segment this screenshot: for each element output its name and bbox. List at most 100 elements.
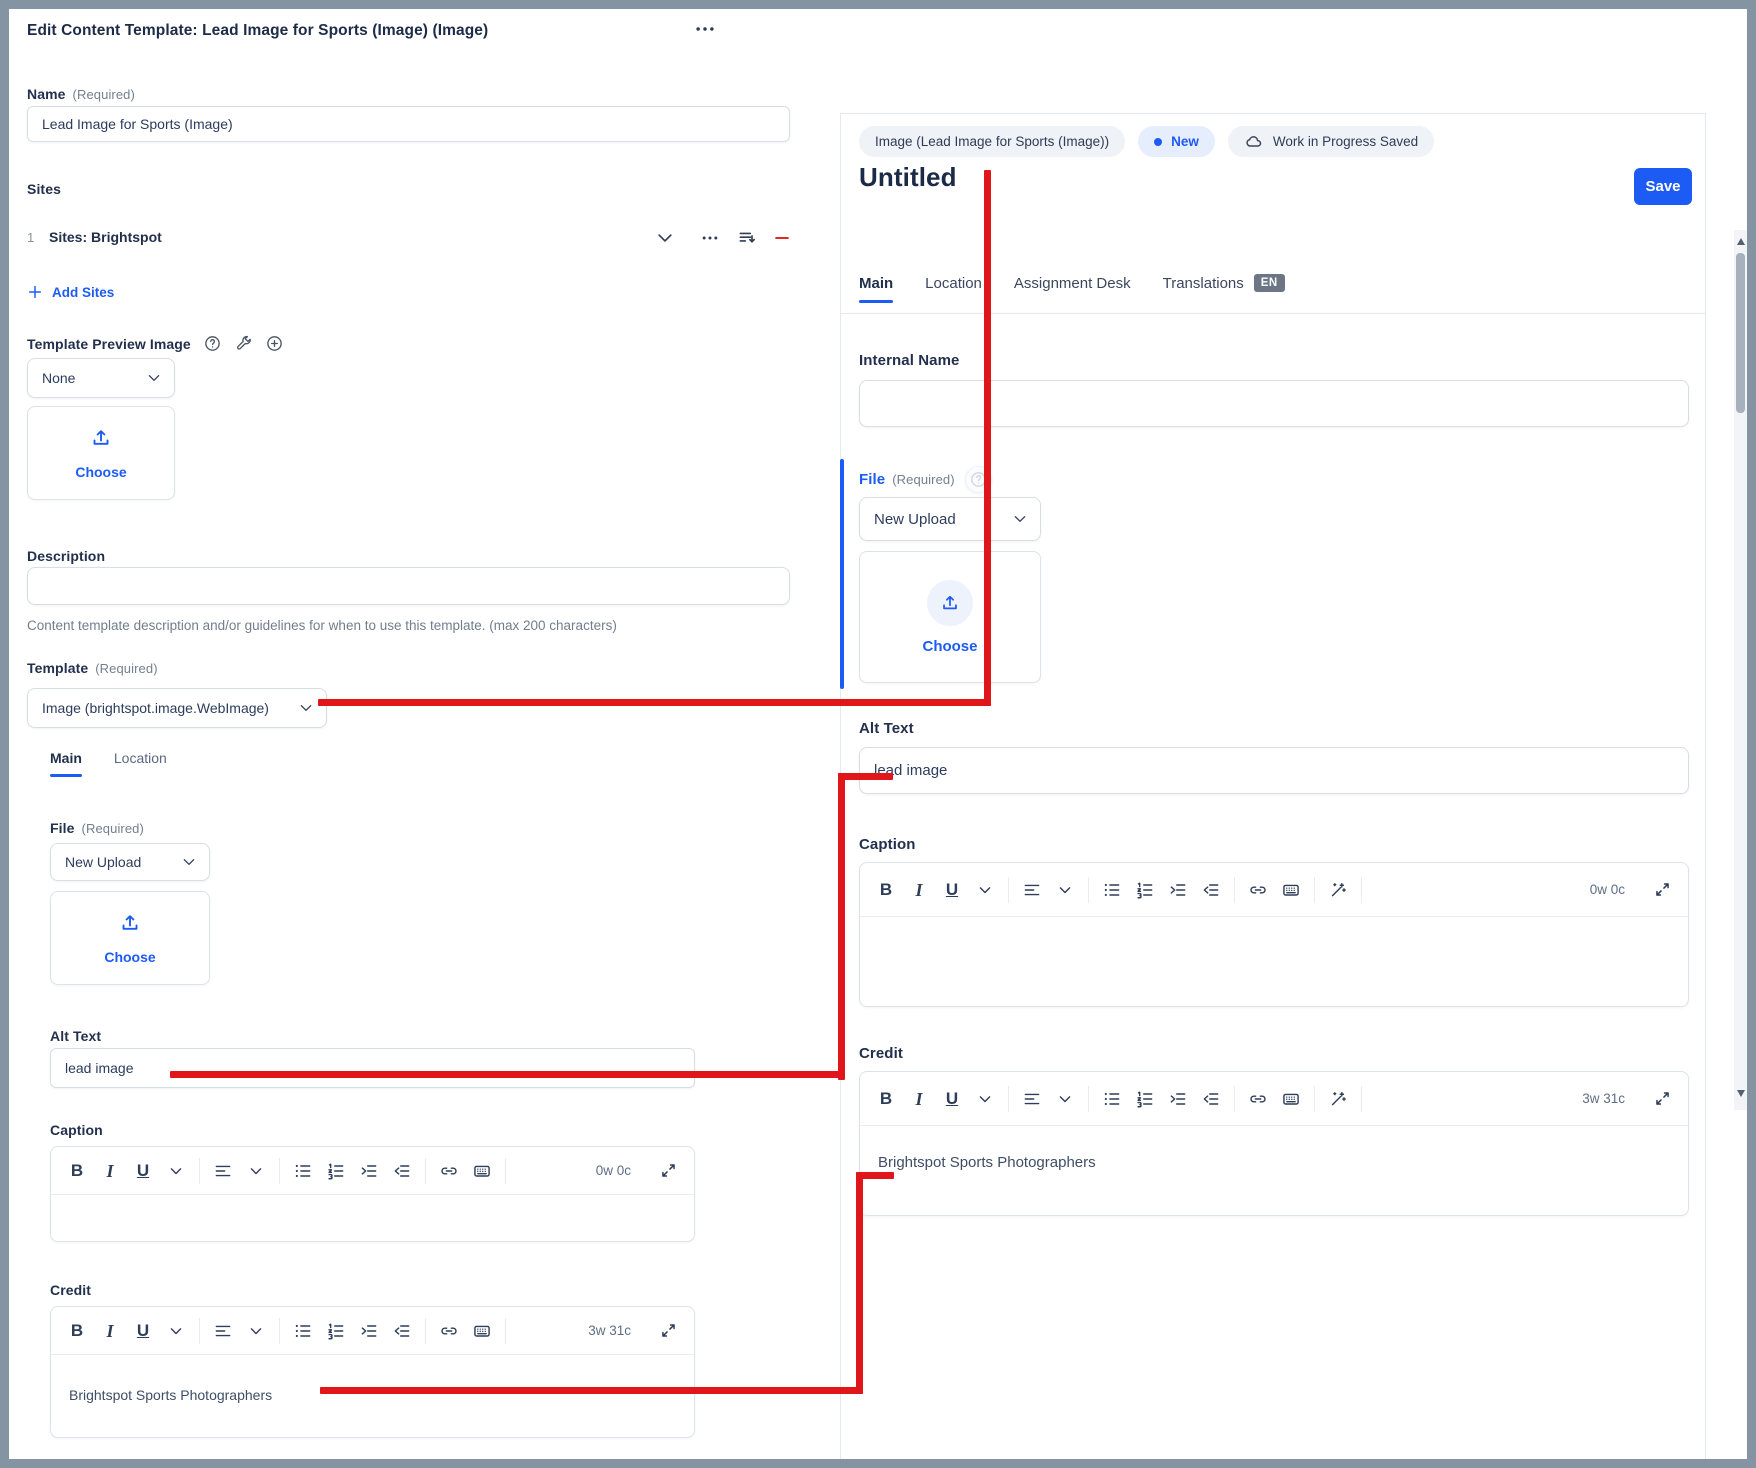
bullet-list-icon[interactable] [1102,880,1122,900]
link-icon[interactable] [1248,1089,1268,1109]
template-preview-select[interactable]: None [27,358,175,398]
caption-content[interactable] [860,917,1688,943]
credit-editor[interactable]: B I U 3w 31c Brightspot Sports Photographe… [50,1306,695,1438]
link-icon[interactable] [439,1321,459,1341]
chevron-down-icon[interactable] [1055,1089,1075,1109]
wrench-icon[interactable] [234,334,253,353]
tab-assignment-desk[interactable]: Assignment Desk [1013,275,1131,292]
link-icon[interactable] [1248,880,1268,900]
help-icon[interactable] [203,334,222,353]
italic-icon[interactable]: I [106,1160,114,1181]
bullet-list-icon[interactable] [293,1161,313,1181]
tab-location[interactable]: Location [925,275,982,292]
magic-wand-icon[interactable] [1328,1089,1348,1109]
name-input[interactable] [27,106,790,142]
chevron-down-icon[interactable] [655,228,675,248]
scrollbar-down-arrow-icon[interactable] [1737,1090,1745,1097]
outdent-icon[interactable] [392,1321,412,1341]
italic-icon[interactable]: I [915,1088,923,1109]
keyboard-icon[interactable] [472,1161,492,1181]
chevron-down-icon[interactable] [246,1321,266,1341]
tab-translations[interactable]: Translations EN [1163,274,1285,303]
credit-content[interactable]: Brightspot Sports Photographers [878,1154,1096,1171]
chevron-down-icon[interactable] [975,1089,995,1109]
file-upload-select[interactable]: New Upload [859,497,1041,541]
indent-icon[interactable] [359,1161,379,1181]
caption-content[interactable] [51,1195,694,1221]
workflow-chip[interactable]: Work in Progress Saved [1227,126,1435,157]
caption-editor[interactable]: B I U 0w 0c [859,862,1689,1007]
underline-icon[interactable]: U [136,1321,150,1340]
italic-icon[interactable]: I [106,1320,114,1341]
add-sites-link[interactable]: Add Sites [27,284,114,300]
playlist-add-icon[interactable] [737,228,757,248]
remove-site-icon[interactable] [772,228,792,248]
save-button[interactable]: Save [1634,168,1692,205]
chevron-down-icon[interactable] [975,880,995,900]
template-select[interactable]: Image (brightspot.image.WebImage) [27,688,327,728]
outdent-icon[interactable] [392,1161,412,1181]
chevron-down-icon[interactable] [166,1161,186,1181]
align-left-icon[interactable] [1022,880,1042,900]
keyboard-icon[interactable] [1281,880,1301,900]
status-badge[interactable]: New [1138,126,1215,157]
expand-icon[interactable] [1653,1089,1672,1108]
scrollbar-thumb[interactable] [1736,253,1745,413]
chevron-down-icon[interactable] [166,1321,186,1341]
credit-content[interactable]: Brightspot Sports Photographers [69,1387,273,1403]
alt-text-input[interactable] [50,1048,695,1088]
keyboard-icon[interactable] [1281,1089,1301,1109]
tab-main[interactable]: Main [50,750,82,777]
align-left-icon[interactable] [213,1161,233,1181]
italic-icon[interactable]: I [915,879,923,900]
indent-icon[interactable] [1168,880,1188,900]
chevron-down-icon[interactable] [1055,880,1075,900]
file-choose-box[interactable]: Choose [50,891,210,985]
chevron-down-icon[interactable] [246,1161,266,1181]
description-input[interactable] [27,567,790,605]
caption-editor[interactable]: B I U 0w 0c [50,1146,695,1242]
numbered-list-icon[interactable] [326,1321,346,1341]
outdent-icon[interactable] [1201,1089,1221,1109]
keyboard-icon[interactable] [472,1321,492,1341]
expand-icon[interactable] [659,1161,678,1180]
tab-location[interactable]: Location [113,750,167,766]
bold-icon[interactable]: B [879,1089,893,1108]
indent-icon[interactable] [359,1321,379,1341]
more-options-icon[interactable] [694,18,716,40]
template-preview-choose-box[interactable]: Choose [27,406,175,500]
internal-name-input[interactable] [859,380,1689,427]
magic-wand-icon[interactable] [1328,880,1348,900]
content-type-chip[interactable]: Image (Lead Image for Sports (Image)) [859,126,1126,157]
add-circle-icon[interactable] [265,334,284,353]
outdent-icon[interactable] [1201,880,1221,900]
bold-icon[interactable]: B [879,880,893,899]
underline-icon[interactable]: U [945,880,959,899]
numbered-list-icon[interactable] [1135,1089,1155,1109]
upload-icon [118,911,142,935]
file-upload-select[interactable]: New Upload [50,843,210,881]
align-left-icon[interactable] [213,1321,233,1341]
underline-icon[interactable]: U [945,1089,959,1108]
align-left-icon[interactable] [1022,1089,1042,1109]
ellipsis-icon[interactable] [700,228,720,248]
scrollbar-up-arrow-icon[interactable] [1737,238,1745,245]
expand-icon[interactable] [659,1321,678,1340]
bold-icon[interactable]: B [70,1161,84,1180]
file-choose-box[interactable]: Choose [859,551,1041,683]
alt-text-input[interactable] [859,747,1689,794]
tab-main[interactable]: Main [859,275,894,303]
link-icon[interactable] [439,1161,459,1181]
indent-icon[interactable] [1168,1089,1188,1109]
bold-icon[interactable]: B [70,1321,84,1340]
underline-icon[interactable]: U [136,1161,150,1180]
bullet-list-icon[interactable] [1102,1089,1122,1109]
credit-editor[interactable]: B I U 3w 31c Brightspot Sports Photographe… [859,1071,1689,1216]
numbered-list-icon[interactable] [326,1161,346,1181]
numbered-list-icon[interactable] [1135,880,1155,900]
expand-icon[interactable] [1653,880,1672,899]
sites-row[interactable]: 1 Sites: Brightspot [27,222,790,252]
chevron-down-icon [181,854,197,870]
bullet-list-icon[interactable] [293,1321,313,1341]
scrollbar-track[interactable] [1734,230,1747,1110]
